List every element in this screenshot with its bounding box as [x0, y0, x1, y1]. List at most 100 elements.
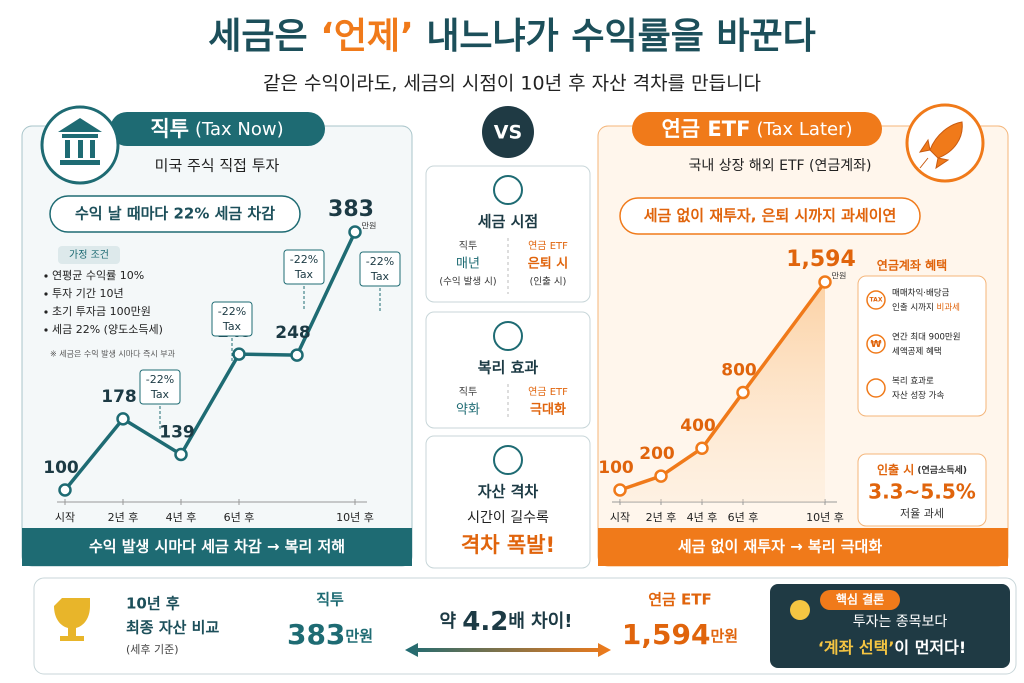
benefit-line1: 복리 효과로 [892, 377, 934, 387]
card-left-value: 약화 [456, 403, 480, 418]
area [620, 282, 825, 502]
point [348, 225, 362, 239]
heading-en: (Tax Later) [756, 119, 852, 140]
assumption-item: 세금 22% (양도소득세) [52, 323, 163, 336]
title-part: 내느냐가 수익률을 바꾼다 [414, 16, 816, 57]
heading: 직투 [150, 117, 189, 141]
ratio-value: 4.2 [462, 607, 508, 637]
left-heading: 직투 (Tax Now) [150, 117, 283, 141]
title-highlight: ‘언제’ [320, 16, 414, 57]
tax-box [211, 301, 253, 337]
card-left-label: 직투 [459, 240, 477, 252]
value-label: 100 [43, 458, 79, 478]
card-line: 시간이 길수록 [467, 510, 549, 526]
x-tick-label: 2년 후 [108, 511, 139, 524]
value-label: 383 [328, 197, 374, 222]
left-callout [49, 195, 301, 233]
card-right-label: 연금 ETF [528, 386, 568, 398]
tax-rate: -22% [366, 255, 394, 268]
card-icon [493, 175, 523, 205]
ratio-suffix: 배 차이! [508, 611, 572, 632]
heading: 연금 ETF [661, 117, 750, 141]
trophy-icon [54, 598, 90, 641]
benefit-line2-text: 자산 성장 가속 [892, 390, 945, 401]
point [232, 347, 246, 361]
benefit-line2: 자산 성장 가속 [892, 390, 945, 401]
benefit-highlight: 비과세 [937, 303, 960, 313]
bottom-right-value: 1,594만원 [622, 618, 738, 651]
bottom-note: (세후 기준) [126, 643, 179, 656]
benefit-icon-text: TAX [870, 297, 883, 304]
bottom-label: 최종 자산 비교 [126, 619, 219, 637]
left-footer [22, 528, 412, 566]
value-label: 200 [639, 444, 675, 464]
tax-label: Tax [150, 388, 170, 401]
unit: 만원 [710, 627, 738, 645]
bullet [44, 328, 48, 332]
benefit-line2-text: 인출 시까지 [892, 302, 937, 313]
bottom-left-name: 직투 [316, 591, 344, 609]
card-icon [493, 321, 523, 351]
benefit-icon [866, 290, 886, 310]
vs-text: VS [494, 122, 522, 144]
tax-rate: -22% [146, 373, 174, 386]
ratio-prefix: 약 [439, 610, 462, 632]
right-footer-text: 세금 없이 재투자 → 복리 극대화 [678, 538, 882, 556]
point [58, 483, 72, 497]
tax-label: Tax [370, 270, 390, 283]
tax-label: Tax [222, 320, 242, 333]
conclusion-line2: ‘계좌 선택’이 먼저다! [818, 638, 966, 657]
tax-rate: -22% [218, 305, 246, 318]
benefit-icon-text: ₩ [870, 339, 881, 350]
value-label: 178 [101, 387, 137, 407]
conclusion-line1: 투자는 종목보다 [853, 614, 948, 630]
tax-box [139, 369, 181, 405]
value: 383 [287, 618, 345, 651]
assumption-title: 가정 조건 [69, 249, 109, 261]
conclusion-title: 핵심 결론 [836, 592, 884, 607]
rocket-shape [918, 121, 963, 170]
withdraw-sub: 저율 과세 [900, 507, 944, 520]
subtitle: 같은 수익이라도, 세금의 시점이 10년 후 자산 격차를 만듭니다 [263, 73, 761, 95]
point [613, 483, 627, 497]
heading-en: (Tax Now) [195, 119, 284, 140]
right-callout [619, 197, 921, 235]
x-tick-label: 10년 후 [336, 511, 374, 524]
value-label: 248 [275, 323, 311, 343]
card-left-note: (수익 발생 시) [439, 276, 496, 288]
ratio-arrow [405, 643, 611, 657]
point [116, 412, 130, 426]
right-callout-text: 세금 없이 재투자, 은퇴 시까지 과세이연 [644, 207, 897, 225]
left-note: ※ 세금은 수익 발생 시마다 즉시 부과 [50, 349, 176, 359]
card-title: 복리 효과 [478, 359, 539, 377]
point [290, 348, 304, 362]
withdraw-title: 인출 시 (연금소득세) [877, 462, 967, 477]
title: 세금은 ‘언제’ 내느냐가 수익률을 바꾼다 [208, 16, 815, 57]
benefit-line1: 연간 최대 900만원 [892, 332, 961, 343]
value-label: 139 [159, 422, 195, 442]
x-tick-label: 10년 후 [806, 511, 844, 524]
bank-shape [58, 118, 102, 165]
bottom-period: 10년 후 [126, 595, 180, 613]
tax-box [359, 251, 401, 287]
right-desc: 국내 상장 해외 ETF (연금계좌) [689, 158, 872, 174]
x-tick-label: 시작 [55, 511, 75, 524]
withdraw-rate: 3.3~5.5% [868, 480, 976, 504]
tax-label: Tax [294, 268, 314, 281]
benefit-line2: 세액공제 혜택 [892, 346, 942, 357]
withdraw-box [857, 453, 987, 527]
benefit-icon [866, 334, 886, 354]
unit-label: 만원 [362, 222, 377, 231]
right-footer [598, 528, 1008, 566]
x-tick-label: 시작 [610, 511, 630, 524]
point [654, 469, 668, 483]
benefit-line1: 매매차익·배당금 [892, 288, 950, 299]
title-part: 세금은 [208, 16, 320, 57]
bullet [44, 310, 48, 314]
x-tick-label: 2년 후 [646, 511, 677, 524]
card-emphasis: 격차 폭발! [461, 533, 555, 557]
left-heading-pill [110, 112, 325, 146]
